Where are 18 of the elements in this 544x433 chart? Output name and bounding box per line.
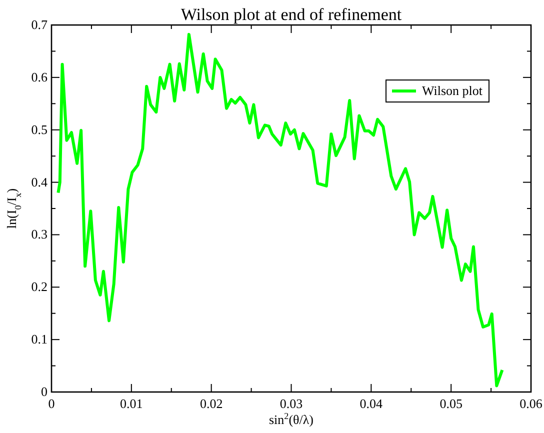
y-tick-label: 0.3 bbox=[31, 226, 48, 242]
y-tick-label: 0.1 bbox=[31, 332, 48, 347]
x-tick-label: 0.01 bbox=[120, 396, 143, 411]
y-tick-label: 0.4 bbox=[31, 174, 48, 190]
x-axis-title: sin$^{2}$(θ/λ) bbox=[268, 411, 314, 427]
x-tick-label: 0.02 bbox=[200, 396, 223, 411]
legend-label: Wilson plot bbox=[422, 83, 483, 98]
chart-title: Wilson plot at end of refinement bbox=[180, 5, 402, 24]
y-tick-label: 0.7 bbox=[31, 17, 48, 32]
x-tick-label: 0.03 bbox=[280, 396, 303, 411]
y-tick-label: 0 bbox=[41, 384, 48, 399]
y-tick-label: 0.5 bbox=[31, 122, 48, 137]
line-series bbox=[56, 32, 504, 388]
y-tick-label: 0.2 bbox=[31, 279, 48, 294]
x-tick-label: 0.05 bbox=[440, 396, 462, 411]
y-tick-label: 0.6 bbox=[31, 69, 48, 84]
x-tick-label: 0.04 bbox=[360, 396, 384, 411]
x-tick-label: 0.06 bbox=[520, 396, 543, 411]
